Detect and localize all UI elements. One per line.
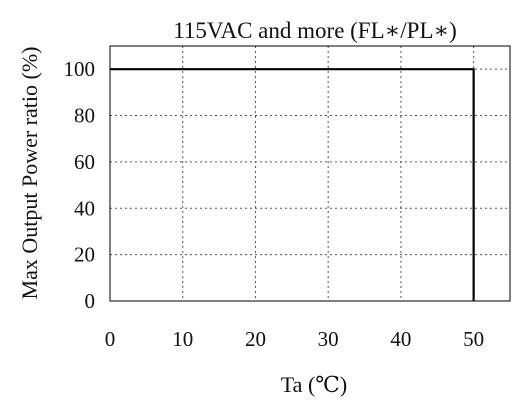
y-tick-label: 40 <box>74 196 95 220</box>
x-tick-label: 0 <box>105 327 116 351</box>
x-axis-label: Ta (℃) <box>281 372 347 397</box>
y-axis-label: Max Output Power ratio (%) <box>17 47 42 300</box>
y-tick-label: 0 <box>85 289 96 313</box>
x-tick-label: 20 <box>245 327 266 351</box>
data-series <box>110 68 475 301</box>
x-tick-label: 40 <box>390 327 411 351</box>
series-line <box>110 68 475 301</box>
y-tick-label: 60 <box>74 150 95 174</box>
x-tick-label: 10 <box>172 327 193 351</box>
y-tick-label: 100 <box>64 57 96 81</box>
y-tick-label: 80 <box>74 104 95 128</box>
grid-lines <box>110 46 510 301</box>
plot-frame <box>109 45 511 302</box>
axis-ticks: 0 20 40 60 80 100 0 10 20 30 40 50 <box>64 57 485 351</box>
x-tick-label: 50 <box>463 327 484 351</box>
x-tick-label: 30 <box>318 327 339 351</box>
y-tick-label: 20 <box>74 243 95 267</box>
chart-title: 115VAC and more (FL∗/PL∗) <box>173 18 457 43</box>
